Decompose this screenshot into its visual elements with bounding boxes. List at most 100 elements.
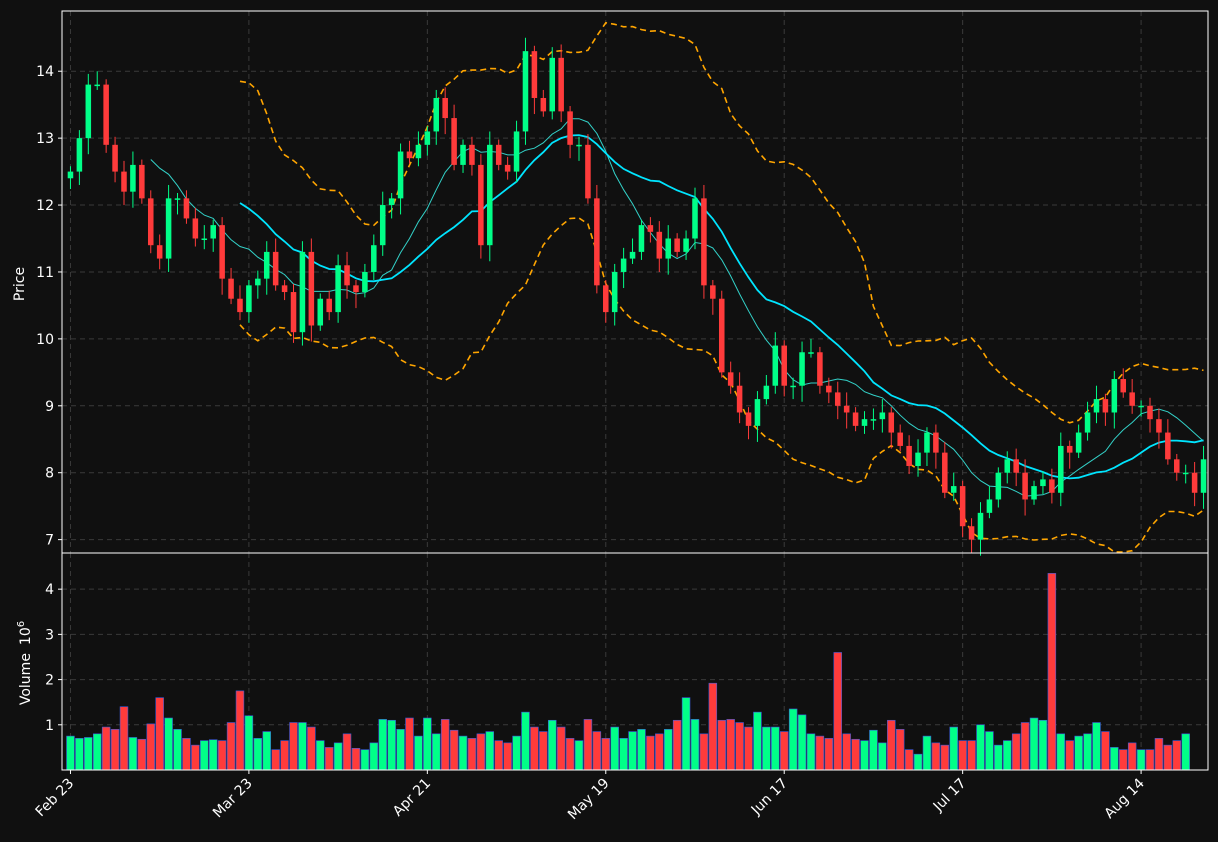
- candle-body: [397, 151, 404, 199]
- candle-body: [683, 238, 689, 252]
- candle-body: [94, 84, 100, 87]
- volume-bar: [726, 719, 735, 771]
- volume-bar: [681, 697, 691, 771]
- candle-body: [638, 225, 645, 252]
- volume-bar: [824, 738, 834, 771]
- volume-bar: [93, 733, 102, 771]
- candle-body: [460, 144, 466, 165]
- volume-bar: [191, 744, 200, 771]
- candle-body: [736, 385, 743, 413]
- candle-body: [701, 198, 707, 286]
- candle-body: [433, 97, 440, 132]
- candle-body: [139, 164, 145, 199]
- volume-bar: [842, 733, 851, 771]
- candle-body: [183, 198, 190, 219]
- date-tick-label: Apr 21: [390, 776, 434, 820]
- candle-body: [968, 526, 975, 540]
- volume-bar: [1136, 749, 1146, 771]
- candle-body: [371, 245, 377, 272]
- volume-bar: [994, 744, 1003, 771]
- volume-bar: [717, 719, 726, 771]
- volume-bar: [895, 729, 905, 771]
- volume-bar: [762, 726, 771, 771]
- candle-body: [1129, 392, 1135, 406]
- candle-body: [1022, 472, 1028, 500]
- volume-bar: [1011, 733, 1021, 771]
- candle-body: [540, 97, 547, 112]
- volume-bar: [235, 690, 245, 771]
- volume-axis-label: Volume 106: [16, 621, 34, 705]
- volume-bar: [565, 738, 575, 771]
- candle-body: [1058, 445, 1064, 493]
- candle-body: [513, 131, 520, 172]
- volume-bar: [1003, 740, 1012, 771]
- candle-body: [718, 298, 725, 373]
- candle-body: [629, 251, 636, 259]
- candle-body: [826, 385, 832, 393]
- candle-body: [906, 445, 912, 467]
- volume-bar: [708, 682, 718, 771]
- date-tick-label: May 19: [565, 776, 613, 824]
- volume-bar: [1083, 733, 1092, 771]
- volume-bar: [967, 740, 976, 771]
- volume-axis-label-text: Volume: [18, 653, 34, 705]
- volume-bar: [1172, 740, 1181, 771]
- volume-bar: [458, 735, 468, 771]
- volume-bar: [378, 719, 387, 771]
- volume-bar: [904, 749, 914, 771]
- candle-body: [558, 57, 564, 112]
- candle-body: [442, 97, 448, 119]
- volume-axis-exponent: 6: [16, 621, 27, 627]
- volume-bar: [771, 726, 780, 771]
- candle-body: [549, 57, 556, 112]
- candle-body: [112, 144, 118, 172]
- volume-bar: [271, 749, 280, 771]
- candle-body: [915, 452, 921, 467]
- volume-bar: [1101, 731, 1110, 771]
- candle-body: [1004, 459, 1011, 473]
- candle-body: [995, 472, 1002, 500]
- candle-body: [317, 298, 324, 326]
- candle-body: [487, 144, 493, 246]
- candle-body: [674, 238, 680, 252]
- volume-bar: [164, 717, 173, 771]
- volume-bar: [530, 726, 539, 771]
- candle-body: [469, 144, 475, 165]
- lower-band-line: [239, 217, 1204, 553]
- volume-bar: [351, 747, 361, 771]
- candle-body: [219, 225, 225, 279]
- price-axis-label: Price: [12, 267, 28, 301]
- volume-bar: [744, 726, 753, 771]
- candle-body: [344, 265, 350, 286]
- volume-bar: [289, 722, 298, 771]
- date-axis-ticks: Feb 23 Mar 23 Apr 21 May 19 Jun 17 Jul 17 Aug …: [33, 770, 1148, 823]
- volume-bar: [1110, 747, 1119, 771]
- date-tick-label: Mar 23: [210, 776, 256, 822]
- candle-body: [362, 271, 368, 293]
- candle-body: [103, 84, 109, 145]
- candle-body: [843, 405, 850, 413]
- candle-body: [808, 352, 814, 354]
- candle-body: [852, 412, 859, 426]
- volume-bar: [735, 722, 744, 771]
- candle-body: [1031, 486, 1037, 500]
- volume-bar: [869, 729, 878, 771]
- candle-body: [1191, 472, 1198, 493]
- candle-body: [781, 345, 787, 386]
- price-tick-label: 9: [45, 399, 54, 415]
- candle-body: [522, 51, 529, 132]
- candle-body: [174, 198, 181, 200]
- candle-body: [1111, 379, 1118, 413]
- volume-bar: [217, 740, 227, 771]
- volume-bar: [298, 722, 307, 771]
- volume-bar: [396, 729, 405, 771]
- candle-body: [335, 265, 341, 313]
- volume-bar: [806, 733, 816, 771]
- candle-body: [1165, 432, 1171, 460]
- volume-bars: [66, 573, 1190, 771]
- ma-short-line: [150, 118, 1204, 497]
- candle-body: [1147, 405, 1153, 420]
- volume-bar: [1038, 719, 1048, 771]
- candle-body: [255, 278, 261, 286]
- candle-body: [1156, 419, 1162, 433]
